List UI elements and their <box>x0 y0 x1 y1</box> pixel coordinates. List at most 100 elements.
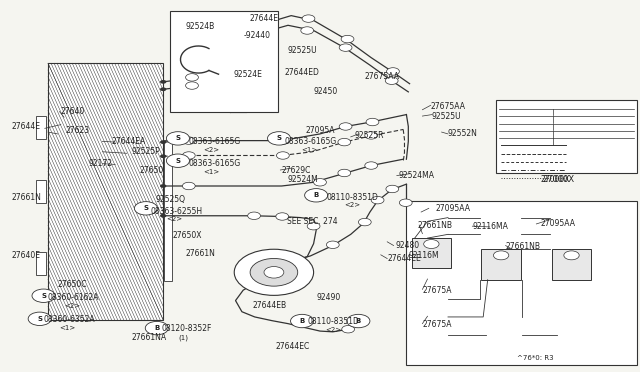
Text: 92524M: 92524M <box>288 175 319 184</box>
Text: B: B <box>314 192 319 198</box>
Text: B: B <box>154 325 159 331</box>
Text: S: S <box>37 316 42 322</box>
Text: 27644E: 27644E <box>250 14 278 23</box>
Text: 92525R: 92525R <box>355 131 384 140</box>
Circle shape <box>276 213 289 220</box>
Circle shape <box>264 266 284 278</box>
Text: 08363-6165G: 08363-6165G <box>285 137 337 146</box>
Text: <2>: <2> <box>204 147 220 153</box>
Text: 27640: 27640 <box>61 107 85 116</box>
Text: 92525Q: 92525Q <box>156 195 186 203</box>
Circle shape <box>371 196 384 204</box>
Bar <box>36 252 46 275</box>
Circle shape <box>160 154 166 158</box>
Text: <2>: <2> <box>64 303 80 309</box>
Text: 27675A: 27675A <box>422 286 452 295</box>
Circle shape <box>339 44 352 51</box>
Text: 27661N: 27661N <box>12 193 42 202</box>
Circle shape <box>291 314 314 328</box>
Text: B: B <box>356 318 361 324</box>
Circle shape <box>564 251 579 260</box>
Circle shape <box>366 118 379 126</box>
Text: SEE SEC. 274: SEE SEC. 274 <box>287 217 337 226</box>
Text: 27675A: 27675A <box>422 320 452 329</box>
Circle shape <box>160 80 166 84</box>
Text: 27644E: 27644E <box>12 122 40 131</box>
Circle shape <box>493 251 509 260</box>
Text: 27644EA: 27644EA <box>112 137 147 146</box>
Text: 27095AA: 27095AA <box>435 204 470 213</box>
Text: 92172: 92172 <box>88 159 113 168</box>
Circle shape <box>250 259 298 286</box>
Text: 92524E: 92524E <box>234 70 262 79</box>
Text: 27623: 27623 <box>66 126 90 135</box>
Text: 27644EB: 27644EB <box>253 301 287 310</box>
Circle shape <box>341 35 354 43</box>
Circle shape <box>182 137 195 144</box>
Text: 27650: 27650 <box>140 166 164 175</box>
Circle shape <box>145 321 168 335</box>
Text: 27095A: 27095A <box>306 126 335 135</box>
Text: -92440: -92440 <box>243 31 270 40</box>
Circle shape <box>32 289 55 302</box>
Bar <box>48 63 163 320</box>
Text: 08363-6165G: 08363-6165G <box>189 137 241 146</box>
Text: 27095AA: 27095AA <box>541 219 576 228</box>
Circle shape <box>347 314 370 328</box>
Bar <box>412 238 451 268</box>
Circle shape <box>352 319 365 327</box>
Text: S: S <box>175 158 180 164</box>
Circle shape <box>307 222 320 230</box>
Circle shape <box>186 74 198 81</box>
Text: <2>: <2> <box>166 217 182 222</box>
Text: S: S <box>41 293 46 299</box>
Text: S: S <box>276 135 282 141</box>
Text: 92480: 92480 <box>396 241 420 250</box>
Text: 27000X: 27000X <box>541 175 570 184</box>
Text: 27644EC: 27644EC <box>275 342 310 351</box>
Bar <box>170 11 278 112</box>
Text: 27644EE: 27644EE <box>387 254 421 263</box>
Circle shape <box>182 182 195 190</box>
Text: 27000X: 27000X <box>542 175 574 184</box>
Text: 92524MA: 92524MA <box>399 171 435 180</box>
Circle shape <box>326 241 339 248</box>
Text: 27650C: 27650C <box>58 280 87 289</box>
Circle shape <box>385 77 398 84</box>
Text: 27661NB: 27661NB <box>506 242 541 251</box>
Text: 08360-6162A: 08360-6162A <box>48 293 99 302</box>
Circle shape <box>134 202 157 215</box>
Text: 08120-8352F: 08120-8352F <box>162 324 212 333</box>
Text: (1): (1) <box>178 334 188 341</box>
Circle shape <box>248 212 260 219</box>
Circle shape <box>338 138 351 146</box>
Text: <2>: <2> <box>344 202 360 208</box>
Circle shape <box>160 87 166 91</box>
Circle shape <box>186 82 198 89</box>
Circle shape <box>28 312 51 326</box>
Text: 27629C: 27629C <box>282 166 311 174</box>
Bar <box>164 140 172 281</box>
Bar <box>36 116 46 139</box>
Text: 08360-6352A: 08360-6352A <box>44 315 95 324</box>
Text: 92490: 92490 <box>317 293 341 302</box>
Circle shape <box>365 162 378 169</box>
Text: B: B <box>300 318 305 324</box>
Text: 92116MA: 92116MA <box>472 222 508 231</box>
Text: ^76*0: R3: ^76*0: R3 <box>517 355 554 361</box>
Bar <box>406 201 637 365</box>
Circle shape <box>234 249 314 295</box>
Circle shape <box>268 132 291 145</box>
Circle shape <box>365 132 378 139</box>
Text: 92525P: 92525P <box>131 147 160 156</box>
Circle shape <box>276 152 289 159</box>
Circle shape <box>160 184 166 188</box>
Text: 27661N: 27661N <box>186 249 216 258</box>
Text: 27640E: 27640E <box>12 251 40 260</box>
Text: 92524B: 92524B <box>186 22 215 31</box>
Circle shape <box>399 199 412 206</box>
Text: 92116M: 92116M <box>408 251 439 260</box>
Circle shape <box>358 218 371 226</box>
Circle shape <box>301 27 314 34</box>
Circle shape <box>338 169 351 177</box>
